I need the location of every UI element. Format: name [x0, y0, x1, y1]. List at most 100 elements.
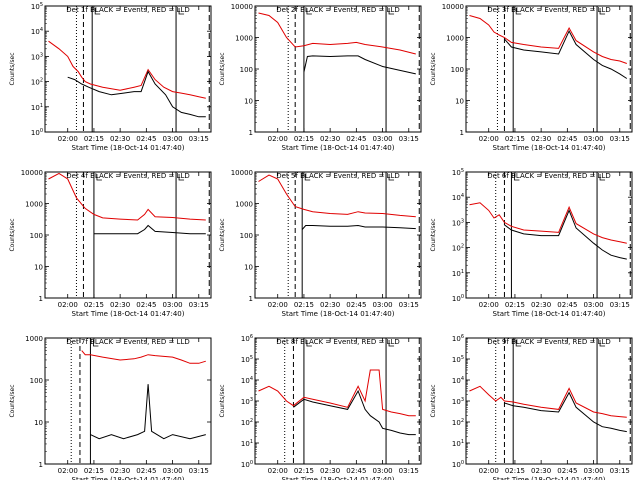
panel-det-9: Det 9f BLACK = Events, RED = LLD 100 101 10… [430, 334, 633, 480]
x-tick-label: 02:45 [557, 301, 577, 309]
y-tick-label: 105 [241, 355, 253, 364]
marker-bracket [515, 340, 522, 347]
y-tick-label: 105 [452, 355, 464, 364]
y-axis-label: Counts/sec [430, 384, 437, 417]
y-tick-label: 101 [31, 103, 43, 112]
x-tick-label: 02:30 [320, 135, 340, 143]
y-tick-label: 101 [241, 439, 253, 448]
y-tick-label: 1000 [25, 335, 43, 343]
y-tick-label: 1 [39, 461, 43, 469]
y-tick-label: 104 [452, 193, 464, 202]
y-tick-label: 1 [39, 295, 43, 303]
y-tick-label: 100 [30, 232, 43, 240]
x-tick-label: 02:00 [268, 467, 288, 475]
panel-title: Det 4f BLACK = Events, RED = LLD [66, 172, 189, 180]
x-tick-label: 02:30 [531, 135, 551, 143]
x-tick-label: 03:15 [399, 135, 419, 143]
y-tick-label: 100 [452, 294, 464, 303]
x-tick-label: 02:30 [531, 467, 551, 475]
panel-title: Det 8f BLACK = Events, RED = LLD [276, 338, 399, 346]
y-tick-label: 104 [31, 27, 43, 36]
series-events [303, 55, 416, 75]
y-tick-label: 100 [241, 460, 253, 469]
plot-frame [254, 5, 422, 133]
y-tick-label: 10000 [231, 3, 253, 11]
series-events [93, 224, 206, 235]
series-lld [469, 202, 627, 244]
x-tick-label: 03:15 [189, 135, 209, 143]
panel-title: Det 1f BLACK = Events, RED = LLD [66, 6, 189, 14]
plot-frame [44, 337, 212, 465]
marker-bracket [388, 174, 395, 181]
marker-bracket [599, 8, 606, 15]
x-axis-label: Start Time (18-Oct-14 01:47:40) [493, 144, 606, 152]
x-tick-label: 03:15 [399, 301, 419, 309]
marker-bracket [388, 340, 395, 347]
y-axis-label: Counts/sec [9, 52, 16, 85]
y-tick-label: 10 [455, 98, 464, 106]
x-tick-label: 02:30 [320, 301, 340, 309]
x-tick-label: 02:45 [136, 467, 156, 475]
plot-frame [465, 337, 633, 465]
y-tick-label: 103 [452, 218, 464, 227]
series-lld [469, 385, 627, 418]
marker-bracket [306, 8, 312, 15]
x-axis-label: Start Time (18-Oct-14 01:47:40) [72, 476, 185, 480]
y-tick-label: 1000 [235, 201, 253, 209]
panel-title: Det 7f BLACK = Events, RED = LLD [66, 338, 189, 346]
panel-title: Det 5f BLACK = Events, RED = LLD [276, 172, 399, 180]
y-tick-label: 10 [244, 98, 253, 106]
y-tick-label: 103 [241, 397, 253, 406]
y-tick-label: 1000 [235, 35, 253, 43]
x-tick-label: 03:00 [162, 135, 182, 143]
y-tick-label: 102 [452, 244, 464, 253]
y-tick-label: 100 [31, 128, 43, 137]
series-lld [469, 15, 627, 64]
y-tick-label: 104 [241, 376, 253, 385]
series-lld [48, 172, 206, 221]
x-tick-label: 03:15 [610, 301, 630, 309]
y-tick-label: 106 [452, 334, 464, 343]
y-tick-label: 10000 [442, 3, 464, 11]
y-tick-label: 100 [240, 66, 253, 74]
x-tick-label: 02:15 [505, 301, 525, 309]
panel-det-8: Det 8f BLACK = Events, RED = LLD 100 101 10… [219, 334, 422, 480]
series-lld [258, 174, 416, 218]
x-axis-label: Start Time (18-Oct-14 01:47:40) [282, 144, 395, 152]
plot-frame [465, 5, 633, 133]
x-tick-label: 03:00 [583, 135, 603, 143]
marker-bracket [515, 8, 522, 15]
x-tick-label: 03:15 [610, 135, 630, 143]
plot-frame [44, 171, 212, 299]
x-tick-label: 03:00 [372, 467, 392, 475]
x-tick-label: 03:15 [189, 467, 209, 475]
x-tick-label: 02:15 [84, 135, 104, 143]
y-tick-label: 100 [240, 232, 253, 240]
y-tick-label: 10000 [231, 169, 253, 177]
x-tick-label: 02:45 [557, 467, 577, 475]
y-tick-label: 10 [244, 264, 253, 272]
panel-det-5: Det 5f BLACK = Events, RED = LLD 1 10 100 10… [219, 169, 422, 318]
y-tick-label: 105 [31, 2, 43, 11]
marker-bracket [94, 8, 101, 15]
y-tick-label: 10 [34, 419, 43, 427]
marker-bracket [514, 174, 520, 181]
x-tick-label: 02:15 [505, 467, 525, 475]
x-tick-label: 02:15 [84, 301, 104, 309]
x-tick-label: 03:00 [372, 135, 392, 143]
y-tick-label: 103 [452, 397, 464, 406]
x-tick-label: 02:45 [136, 135, 156, 143]
marker-bracket [599, 174, 606, 181]
x-tick-label: 02:15 [294, 467, 314, 475]
plot-frame [254, 171, 422, 299]
y-tick-label: 102 [452, 418, 464, 427]
x-tick-label: 02:15 [505, 135, 525, 143]
plot-frame [44, 5, 212, 133]
y-tick-label: 1000 [446, 35, 464, 43]
x-axis-label: Start Time (18-Oct-14 01:47:40) [72, 144, 185, 152]
marker-bracket [304, 174, 311, 181]
y-tick-label: 101 [452, 269, 464, 278]
panel-title: Det 2f BLACK = Events, RED = LLD [276, 6, 399, 14]
y-tick-label: 101 [452, 439, 464, 448]
